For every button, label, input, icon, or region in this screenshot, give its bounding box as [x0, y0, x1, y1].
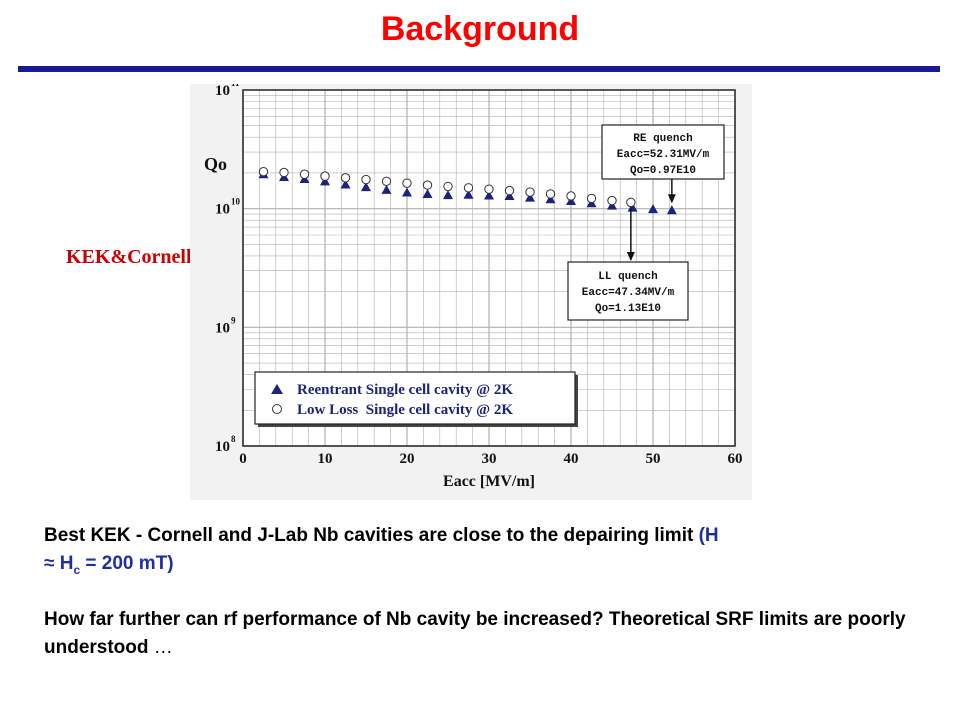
x-tick-label: 10	[318, 451, 333, 467]
data-point-triangle	[504, 190, 515, 200]
side-label: KEK&Cornell	[66, 246, 192, 268]
data-point-triangle	[648, 204, 658, 214]
ll-quench-arrowhead	[626, 252, 635, 261]
data-point-circle	[340, 173, 351, 183]
legend-entry-label: Reentrant Single cell cavity @ 2K	[297, 382, 513, 398]
caption-depairing-sub: c	[73, 562, 81, 577]
data-point-triangle	[525, 192, 535, 202]
data-point-triangle	[627, 202, 638, 212]
y-tick-label: 10	[215, 320, 230, 336]
data-point-circle	[504, 185, 515, 196]
caption-depairing-paren: (H	[698, 525, 719, 546]
y-axis-label: Qo	[204, 154, 227, 174]
x-axis-label: Eacc [MV/m]	[443, 473, 535, 490]
data-point-circle	[381, 176, 392, 187]
data-point-circle	[279, 167, 289, 178]
legend-marker-circle	[272, 404, 282, 414]
ll-quench-text: Eacc=47.34MV/m	[582, 287, 675, 299]
data-point-triangle	[361, 182, 371, 192]
data-point-circle	[299, 169, 310, 179]
re-quench-text: Qo=0.97E10	[630, 165, 696, 177]
y-tick-exponent: 9	[231, 315, 236, 325]
data-point-triangle	[381, 184, 392, 194]
x-tick-label: 60	[728, 451, 743, 467]
x-tick-label: 0	[239, 451, 247, 467]
caption-question-ellipsis: …	[153, 637, 173, 658]
data-point-circle	[258, 166, 269, 177]
data-point-triangle	[545, 194, 556, 204]
slide-title: Background	[380, 10, 580, 48]
data-point-triangle	[484, 190, 494, 200]
data-point-circle	[422, 180, 433, 190]
data-point-circle	[545, 189, 556, 199]
caption-question: How far further can rf performance of Nb…	[44, 606, 914, 662]
legend-marker-triangle	[271, 384, 283, 394]
y-tick-exponent: 8	[231, 434, 236, 444]
data-point-circle	[443, 181, 453, 192]
ll-quench-text: Qo=1.13E10	[595, 303, 661, 315]
qo-vs-eacc-chart: 010203040506010111010109108Eacc [MV/m]Qo…	[190, 84, 752, 500]
data-point-triangle	[422, 188, 433, 198]
y-tick-label: 10	[215, 439, 230, 455]
data-point-triangle	[666, 205, 677, 215]
series-reentrant	[258, 169, 677, 215]
re-quench-arrowhead	[667, 194, 676, 204]
legend-box	[254, 371, 576, 425]
series-low-loss	[258, 166, 636, 208]
data-point-circle	[361, 174, 371, 185]
caption-depairing: Best KEK - Cornell and J-Lab Nb cavities…	[44, 522, 914, 584]
title-divider	[18, 66, 940, 72]
data-point-triangle	[402, 187, 412, 197]
x-tick-label: 40	[564, 451, 579, 467]
x-tick-label: 20	[400, 451, 415, 467]
re-quench-box	[601, 124, 725, 180]
legend-entry-label: Low Loss Single cell cavity @ 2K	[297, 402, 513, 418]
y-tick-label: 10	[215, 202, 230, 218]
data-point-circle	[566, 191, 576, 201]
y-tick-exponent: 10	[231, 197, 241, 207]
x-tick-label: 30	[482, 451, 497, 467]
data-point-circle	[320, 171, 330, 181]
ll-quench-box	[567, 261, 689, 321]
caption-depairing-tail: = 200 mT)	[80, 553, 174, 574]
re-quench-text: RE quench	[633, 133, 692, 145]
chart-image: 010203040506010111010109108Eacc [MV/m]Qo…	[190, 84, 752, 500]
data-point-triangle	[463, 189, 474, 199]
data-point-circle	[463, 183, 474, 193]
caption-depairing-main: Best KEK - Cornell and J-Lab Nb cavities…	[44, 525, 699, 546]
data-point-circle	[626, 197, 636, 208]
y-tick-label: 10	[215, 84, 230, 99]
ll-quench-text: LL quench	[598, 271, 657, 283]
caption-question-main: How far further can rf performance of Nb…	[44, 609, 906, 658]
re-quench-text: Eacc=52.31MV/m	[617, 149, 710, 161]
data-point-triangle	[443, 190, 453, 200]
data-point-circle	[607, 195, 617, 206]
data-point-triangle	[340, 179, 351, 189]
data-point-circle	[525, 187, 535, 197]
y-tick-exponent: 11	[231, 84, 240, 88]
plot-frame	[242, 89, 736, 447]
data-point-circle	[402, 178, 412, 188]
x-tick-label: 50	[646, 451, 661, 467]
caption-depairing-approx: ≈ H	[44, 553, 74, 574]
data-point-circle	[586, 193, 597, 204]
data-point-circle	[484, 184, 494, 194]
